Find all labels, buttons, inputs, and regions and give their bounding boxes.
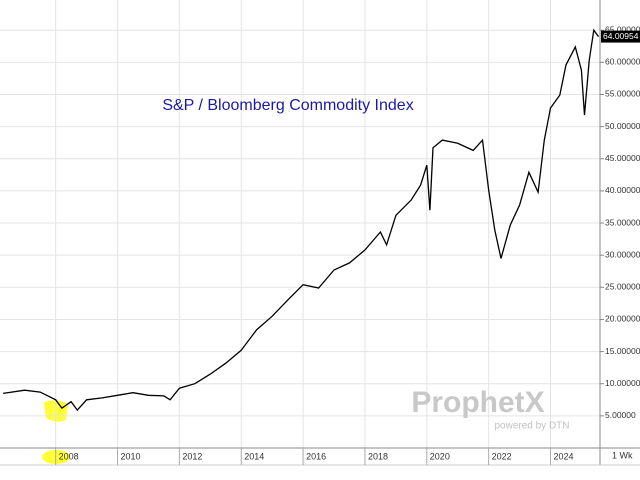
x-tick-label: 2022	[492, 451, 512, 461]
y-tick-label: 20.00000	[605, 314, 640, 324]
watermark: ProphetX	[411, 386, 544, 419]
x-tick-label: 2020	[430, 451, 450, 461]
y-tick-label: 15.00000	[605, 346, 640, 356]
y-tick-label: 65.00000	[605, 24, 640, 34]
x-tick-label: 2012	[182, 451, 202, 461]
x-tick-label: 2024	[554, 451, 574, 461]
y-tick-label: 35.00000	[605, 217, 640, 227]
last-value-label: 64.00954	[603, 31, 639, 41]
series-line	[3, 28, 600, 412]
chart-title: S&P / Bloomberg Commodity Index	[162, 97, 413, 114]
y-tick-label: 5.00000	[605, 410, 636, 420]
last-value-box	[601, 30, 640, 43]
x-tick-label: 2008	[59, 451, 79, 461]
y-tick-label: 40.00000	[605, 185, 640, 195]
y-tick-label: 50.00000	[605, 121, 640, 131]
y-tick-label: 45.00000	[605, 153, 640, 163]
interval-label: 1 Wk	[612, 450, 633, 460]
y-tick-label: 30.00000	[605, 249, 640, 259]
watermark-sub: powered by DTN	[494, 421, 569, 432]
x-tick-label: 2016	[306, 451, 326, 461]
x-tick-label: 2014	[244, 451, 264, 461]
y-tick-label: 25.00000	[605, 282, 640, 292]
x-tick-label: 2010	[121, 451, 141, 461]
x-tick-label: 2018	[368, 451, 388, 461]
y-tick-label: 60.00000	[605, 57, 640, 67]
y-tick-label: 10.00000	[605, 378, 640, 388]
y-tick-label: 55.00000	[605, 89, 640, 99]
